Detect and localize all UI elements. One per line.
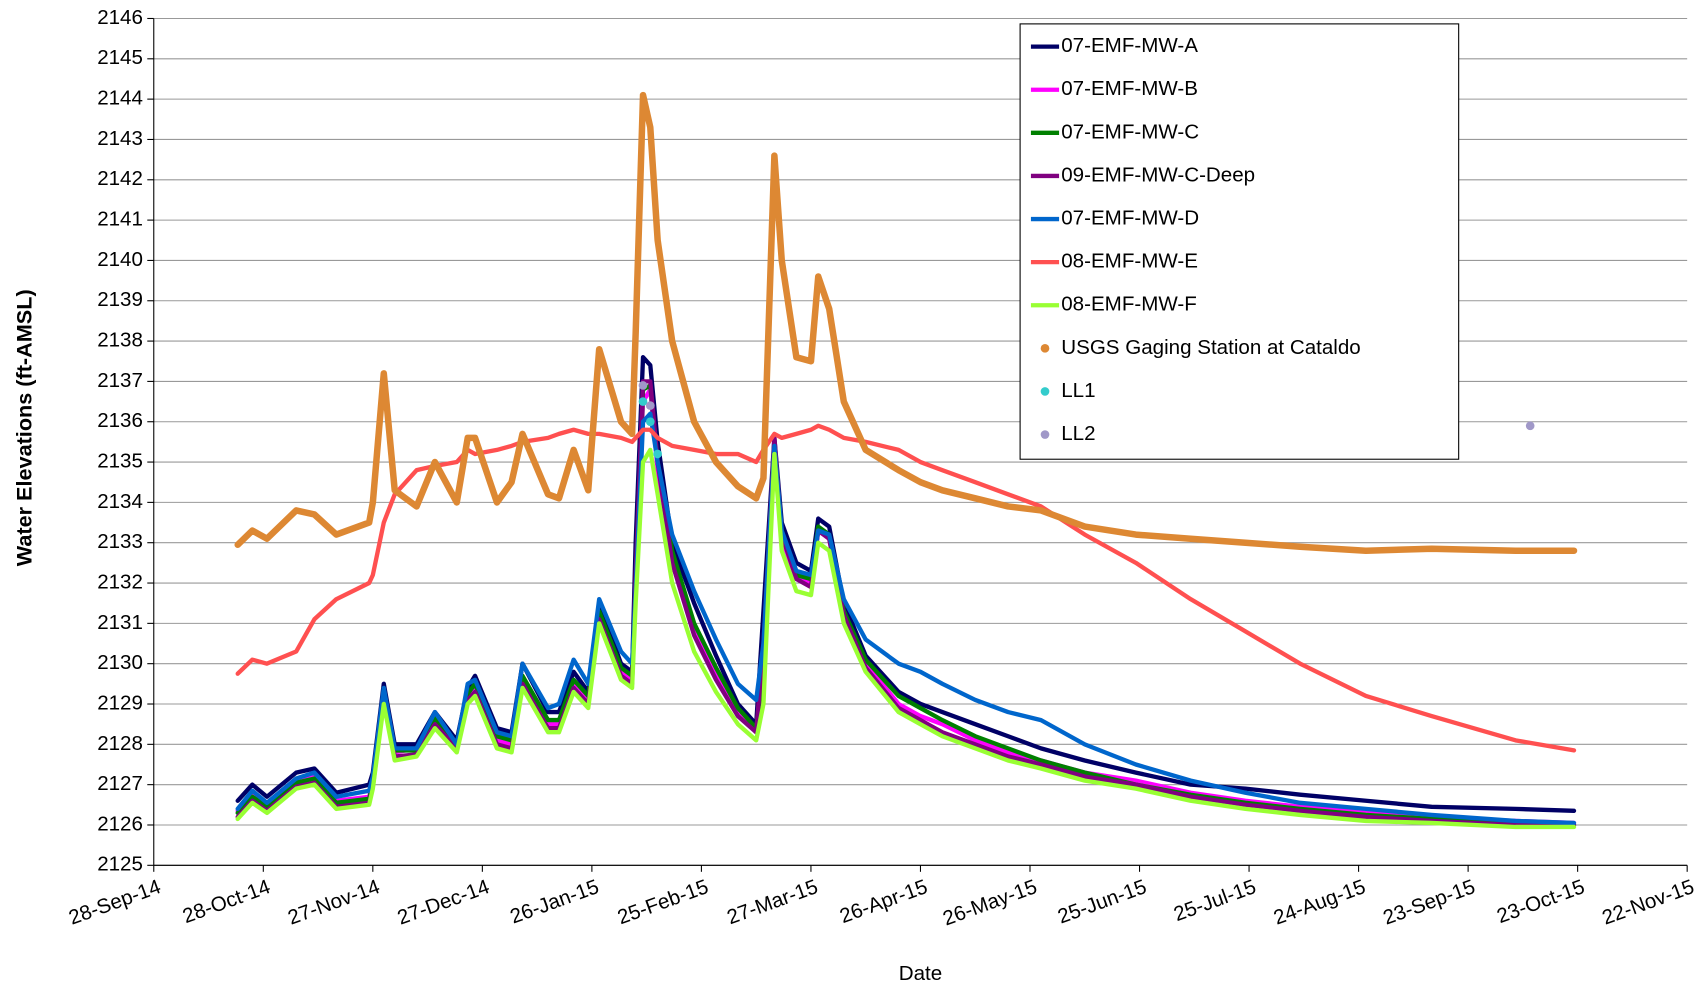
series-marker xyxy=(653,449,662,459)
x-tick-label: 26-May-15 xyxy=(940,875,1040,930)
legend-label: 07-EMF-MW-B xyxy=(1061,77,1198,100)
legend-label: USGS Gaging Station at Cataldo xyxy=(1061,336,1360,359)
y-tick-label: 2140 xyxy=(97,248,143,271)
legend-label: 08-EMF-MW-F xyxy=(1061,293,1197,316)
x-tick-label: 22-Nov-15 xyxy=(1599,875,1697,929)
legend-box xyxy=(1019,23,1460,460)
y-tick-label: 2126 xyxy=(97,812,143,835)
series-marker xyxy=(645,417,655,427)
y-tick-label: 2132 xyxy=(97,570,143,593)
y-tick-label: 2127 xyxy=(97,772,143,795)
y-tick-label: 2135 xyxy=(97,449,143,472)
y-tick-label: 2133 xyxy=(97,530,143,553)
x-tick-label: 25-Jun-15 xyxy=(1055,875,1150,928)
x-tick-label: 23-Oct-15 xyxy=(1494,875,1588,928)
x-tick-label: 27-Nov-14 xyxy=(285,875,383,929)
y-tick-label: 2131 xyxy=(97,611,143,634)
x-tick-label: 23-Sep-15 xyxy=(1380,875,1478,929)
x-tick-label: 27-Dec-14 xyxy=(394,875,492,929)
y-tick-label: 2138 xyxy=(97,329,143,352)
y-tick-label: 2145 xyxy=(97,46,143,69)
x-tick-label: 25-Feb-15 xyxy=(614,875,711,929)
series-marker xyxy=(1525,421,1535,431)
y-tick-label: 2139 xyxy=(97,288,143,311)
legend-symbol xyxy=(1040,430,1050,439)
y-tick-label: 2141 xyxy=(97,208,143,231)
y-tick-label: 2130 xyxy=(97,651,143,674)
x-axis-label: Date xyxy=(899,962,942,985)
y-axis-label: Water Elevations (ft-AMSL) xyxy=(12,289,37,566)
x-tick-label: 24-Aug-15 xyxy=(1271,875,1369,929)
y-tick-label: 2142 xyxy=(97,167,143,190)
legend-label: 07-EMF-MW-A xyxy=(1061,34,1198,57)
legend: 07-EMF-MW-A 07-EMF-MW-B 07-EMF-MW-C 09-EMF-… xyxy=(1019,23,1460,460)
legend-label: 08-EMF-MW-E xyxy=(1061,250,1198,273)
y-tick-label: 2136 xyxy=(97,409,143,432)
legend-label: 07-EMF-MW-C xyxy=(1061,120,1199,143)
legend-label: LL1 xyxy=(1061,379,1095,402)
legend-symbol xyxy=(1040,344,1050,353)
x-tick-label: 26-Apr-15 xyxy=(837,875,931,928)
legend-label: 09-EMF-MW-C-Deep xyxy=(1061,163,1255,186)
y-tick-label: 2146 xyxy=(97,6,143,29)
legend-label: 07-EMF-MW-D xyxy=(1061,206,1199,229)
legend-symbol xyxy=(1040,387,1050,396)
y-tick-label: 2128 xyxy=(97,732,143,755)
series-line xyxy=(235,423,1577,753)
y-tick-label: 2129 xyxy=(97,691,143,714)
series-line xyxy=(235,447,1577,830)
y-tick-label: 2144 xyxy=(97,87,143,110)
x-tick-label: 26-Jan-15 xyxy=(507,875,602,928)
y-tick-label: 2143 xyxy=(97,127,143,150)
series-line xyxy=(235,379,1577,828)
series-line xyxy=(235,411,1577,826)
y-tick-label: 2125 xyxy=(97,853,143,876)
x-tick-label: 28-Oct-14 xyxy=(180,875,274,928)
y-tick-label: 2137 xyxy=(97,369,143,392)
series-marker xyxy=(645,401,655,410)
x-tick-label: 25-Jul-15 xyxy=(1171,875,1259,926)
legend-label: LL2 xyxy=(1061,422,1095,445)
series-line xyxy=(234,91,1578,554)
x-tick-label: 28-Sep-14 xyxy=(66,875,164,929)
series-marker xyxy=(638,381,648,390)
x-tick-label: 27-Mar-15 xyxy=(724,875,821,929)
series-marker xyxy=(638,397,648,406)
y-tick-label: 2134 xyxy=(97,490,143,513)
